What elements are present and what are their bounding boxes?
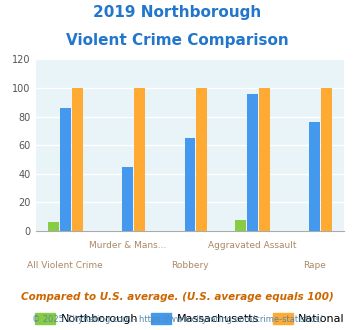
Bar xyxy=(48,222,59,231)
Bar xyxy=(196,88,207,231)
Bar xyxy=(134,88,145,231)
Text: All Violent Crime: All Violent Crime xyxy=(27,261,103,270)
Bar xyxy=(122,167,133,231)
Text: Aggravated Assault: Aggravated Assault xyxy=(208,241,296,250)
Text: Robbery: Robbery xyxy=(171,261,209,270)
Bar xyxy=(321,88,332,231)
Text: Compared to U.S. average. (U.S. average equals 100): Compared to U.S. average. (U.S. average … xyxy=(21,292,334,302)
Text: Murder & Mans...: Murder & Mans... xyxy=(89,241,166,250)
Bar xyxy=(72,88,83,231)
Text: 2019 Northborough: 2019 Northborough xyxy=(93,5,262,20)
Bar xyxy=(60,108,71,231)
Bar xyxy=(185,138,195,231)
Bar xyxy=(235,219,246,231)
Text: Violent Crime Comparison: Violent Crime Comparison xyxy=(66,33,289,48)
Bar xyxy=(259,88,269,231)
Text: Rape: Rape xyxy=(303,261,326,270)
Text: © 2025 CityRating.com - https://www.cityrating.com/crime-statistics/: © 2025 CityRating.com - https://www.city… xyxy=(32,315,323,324)
Bar xyxy=(247,94,258,231)
Bar xyxy=(309,122,320,231)
Legend: Northborough, Massachusetts, National: Northborough, Massachusetts, National xyxy=(31,309,349,329)
